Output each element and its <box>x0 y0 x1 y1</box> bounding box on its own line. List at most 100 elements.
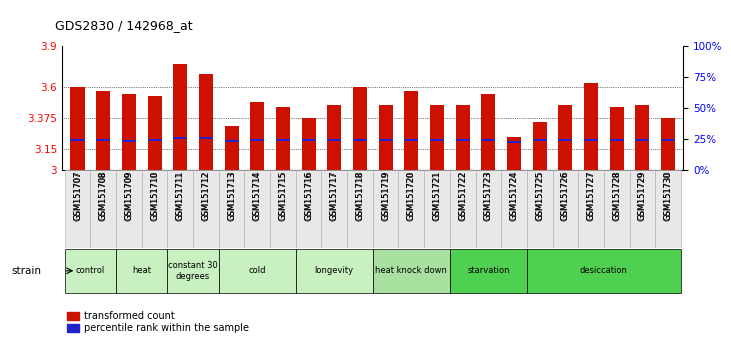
Text: starvation: starvation <box>467 266 510 275</box>
Text: GSM151724: GSM151724 <box>510 171 518 220</box>
Text: GSM151729: GSM151729 <box>638 170 647 221</box>
Bar <box>148 96 162 170</box>
FancyBboxPatch shape <box>270 170 296 248</box>
Bar <box>199 74 213 170</box>
Text: GSM151724: GSM151724 <box>510 170 518 221</box>
FancyBboxPatch shape <box>450 170 475 248</box>
FancyBboxPatch shape <box>450 249 527 293</box>
Bar <box>96 139 110 141</box>
Text: GSM151713: GSM151713 <box>227 170 236 221</box>
Bar <box>430 139 444 141</box>
Text: longevity: longevity <box>315 266 354 275</box>
Text: GSM151717: GSM151717 <box>330 171 338 220</box>
Bar <box>455 139 470 141</box>
FancyBboxPatch shape <box>475 170 501 248</box>
Bar <box>70 87 85 170</box>
Text: GSM151721: GSM151721 <box>433 171 442 220</box>
Text: GSM151712: GSM151712 <box>202 171 211 220</box>
FancyBboxPatch shape <box>322 170 347 248</box>
Bar <box>661 118 675 170</box>
Bar <box>250 102 265 170</box>
Text: GSM151709: GSM151709 <box>124 171 133 220</box>
Bar <box>224 126 238 170</box>
Text: GSM151725: GSM151725 <box>535 171 544 220</box>
Text: GSM151728: GSM151728 <box>613 171 621 220</box>
Bar <box>404 139 418 141</box>
FancyBboxPatch shape <box>167 170 193 248</box>
FancyBboxPatch shape <box>219 170 244 248</box>
Text: heat: heat <box>132 266 151 275</box>
Text: GSM151722: GSM151722 <box>458 170 467 221</box>
Text: GSM151717: GSM151717 <box>330 170 338 221</box>
Text: GSM151715: GSM151715 <box>279 170 287 221</box>
Bar <box>96 91 110 170</box>
FancyBboxPatch shape <box>553 170 578 248</box>
Bar <box>507 141 521 143</box>
Bar <box>276 139 290 141</box>
FancyBboxPatch shape <box>193 170 219 248</box>
Bar <box>635 139 649 141</box>
Text: GSM151708: GSM151708 <box>99 170 107 221</box>
Bar <box>250 139 265 141</box>
Text: GSM151707: GSM151707 <box>73 170 82 221</box>
Bar <box>327 105 341 170</box>
Bar <box>122 140 136 142</box>
Bar <box>455 105 470 170</box>
FancyBboxPatch shape <box>424 170 450 248</box>
Bar <box>70 139 85 141</box>
Text: GSM151728: GSM151728 <box>613 170 621 221</box>
Bar <box>302 118 316 170</box>
Bar <box>148 139 162 141</box>
Bar <box>327 139 341 141</box>
Text: GSM151716: GSM151716 <box>304 171 313 220</box>
Bar <box>481 139 496 141</box>
Bar <box>584 139 598 141</box>
Bar <box>584 83 598 170</box>
FancyBboxPatch shape <box>527 170 553 248</box>
FancyBboxPatch shape <box>527 249 681 293</box>
Text: GSM151714: GSM151714 <box>253 171 262 220</box>
Bar <box>173 64 187 170</box>
Text: GSM151720: GSM151720 <box>407 171 416 220</box>
Text: cold: cold <box>249 266 266 275</box>
Bar <box>122 94 136 170</box>
Bar <box>353 139 367 141</box>
Text: GSM151727: GSM151727 <box>586 170 596 221</box>
FancyBboxPatch shape <box>296 249 373 293</box>
Text: heat knock down: heat knock down <box>376 266 447 275</box>
FancyBboxPatch shape <box>398 170 424 248</box>
FancyBboxPatch shape <box>167 249 219 293</box>
Bar <box>610 107 624 170</box>
Bar <box>481 94 496 170</box>
Bar <box>173 137 187 139</box>
FancyBboxPatch shape <box>296 170 322 248</box>
FancyBboxPatch shape <box>91 170 116 248</box>
Text: GSM151726: GSM151726 <box>561 170 570 221</box>
Text: GSM151718: GSM151718 <box>355 171 365 220</box>
Text: GSM151713: GSM151713 <box>227 171 236 220</box>
Bar <box>379 105 393 170</box>
Text: GSM151727: GSM151727 <box>586 171 596 220</box>
Text: desiccation: desiccation <box>580 266 628 275</box>
Text: GSM151707: GSM151707 <box>73 171 82 220</box>
FancyBboxPatch shape <box>578 170 604 248</box>
Text: GSM151719: GSM151719 <box>381 170 390 221</box>
Text: GSM151710: GSM151710 <box>150 171 159 220</box>
Bar <box>558 105 572 170</box>
Text: GSM151711: GSM151711 <box>175 171 185 220</box>
Bar <box>533 122 547 170</box>
FancyBboxPatch shape <box>65 170 91 248</box>
Text: GSM151710: GSM151710 <box>150 170 159 221</box>
Text: GSM151712: GSM151712 <box>202 170 211 221</box>
Text: GSM151729: GSM151729 <box>638 171 647 220</box>
FancyBboxPatch shape <box>629 170 655 248</box>
Text: GSM151723: GSM151723 <box>484 170 493 221</box>
FancyBboxPatch shape <box>65 249 116 293</box>
Bar <box>276 107 290 170</box>
Text: GSM151723: GSM151723 <box>484 171 493 220</box>
Bar <box>302 139 316 141</box>
Text: GSM151722: GSM151722 <box>458 171 467 220</box>
Bar <box>558 139 572 141</box>
Bar <box>507 137 521 170</box>
Text: GSM151730: GSM151730 <box>664 170 673 221</box>
